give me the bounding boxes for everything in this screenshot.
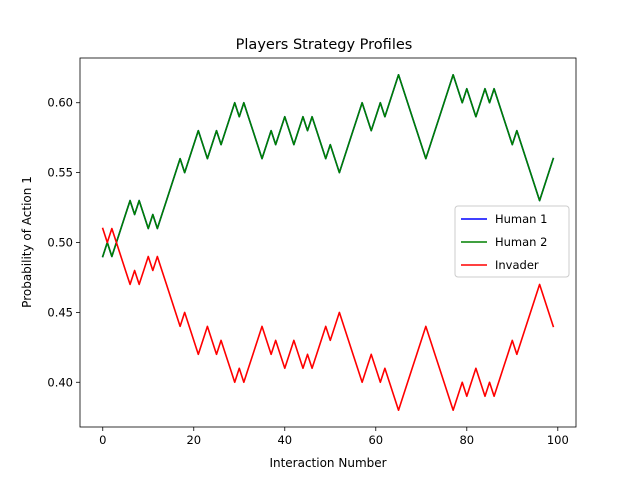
y-tick-label: 0.50 <box>47 236 73 250</box>
y-tick-label: 0.45 <box>47 305 73 319</box>
y-axis-label: Probability of Action 1 <box>20 176 34 308</box>
chart-title: Players Strategy Profiles <box>236 37 413 53</box>
legend-label: Human 2 <box>495 235 547 249</box>
legend-label: Invader <box>495 258 539 272</box>
x-tick-label: 100 <box>547 433 569 447</box>
x-tick-label: 40 <box>277 433 292 447</box>
y-tick-label: 0.60 <box>47 96 73 110</box>
y-tick-label: 0.40 <box>47 375 73 389</box>
x-tick-label: 80 <box>459 433 474 447</box>
x-tick-label: 60 <box>368 433 383 447</box>
legend-label: Human 1 <box>495 212 547 226</box>
x-tick-label: 0 <box>99 433 106 447</box>
y-tick-label: 0.55 <box>47 166 73 180</box>
x-axis-label: Interaction Number <box>269 456 386 470</box>
x-tick-label: 20 <box>186 433 201 447</box>
legend: Human 1 Human 2 Invader <box>455 206 569 277</box>
